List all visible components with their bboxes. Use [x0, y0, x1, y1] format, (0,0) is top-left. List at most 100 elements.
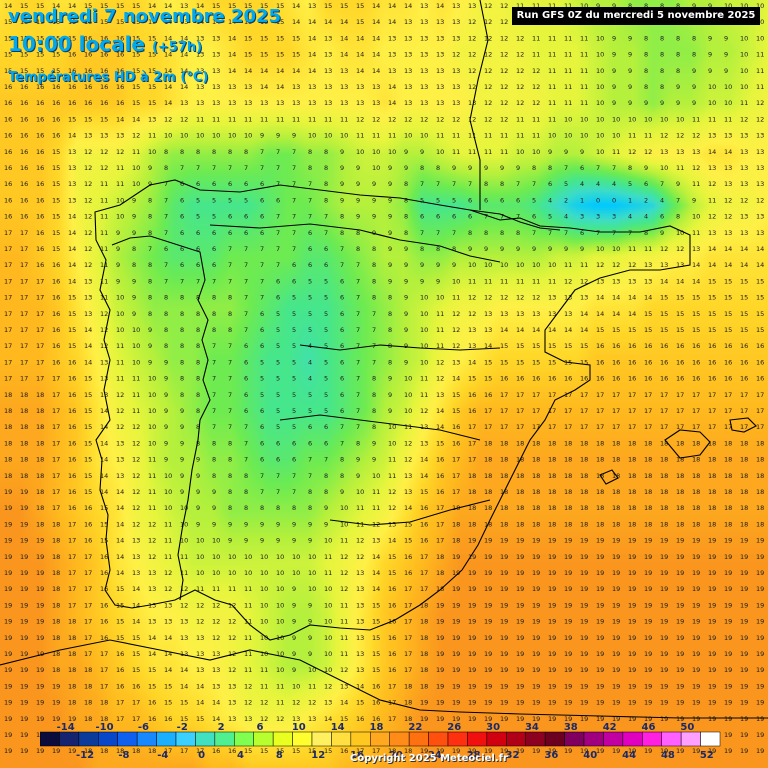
grid-value: 10: [148, 407, 156, 415]
grid-value: 11: [548, 2, 556, 10]
grid-value: 9: [132, 213, 136, 221]
grid-value: 17: [84, 569, 92, 577]
grid-value: 10: [420, 310, 428, 318]
grid-value: 12: [388, 504, 396, 512]
grid-value: 19: [612, 537, 620, 545]
grid-value: 17: [628, 423, 636, 431]
grid-value: 12: [404, 456, 412, 464]
grid-value: 18: [660, 520, 668, 528]
grid-value: 18: [548, 439, 556, 447]
grid-value: 18: [420, 666, 428, 674]
grid-value: 6: [292, 261, 296, 269]
grid-value: 13: [148, 601, 156, 609]
grid-value: 19: [724, 569, 732, 577]
grid-value: 12: [484, 67, 492, 75]
grid-value: 19: [564, 569, 572, 577]
grid-value: 18: [676, 472, 684, 480]
grid-value: 18: [548, 504, 556, 512]
grid-value: 11: [100, 196, 108, 204]
grid-value: 17: [612, 423, 620, 431]
grid-value: 13: [388, 51, 396, 59]
grid-value: 17: [516, 423, 524, 431]
grid-value: 19: [628, 699, 636, 707]
grid-value: 6: [324, 423, 328, 431]
grid-value: 10: [388, 423, 396, 431]
grid-value: 19: [452, 682, 460, 690]
grid-value: 8: [228, 488, 232, 496]
grid-value: 12: [436, 115, 444, 123]
grid-value: 19: [724, 731, 732, 739]
grid-value: 13: [340, 682, 348, 690]
grid-value: 6: [308, 439, 312, 447]
grid-value: 13: [420, 423, 428, 431]
grid-value: 12: [100, 164, 108, 172]
grid-value: 12: [372, 520, 380, 528]
scale-swatch: [331, 731, 352, 747]
grid-value: 8: [196, 294, 200, 302]
grid-value: 19: [644, 537, 652, 545]
grid-value: 19: [644, 601, 652, 609]
grid-value: 7: [516, 180, 520, 188]
grid-value: 10: [388, 439, 396, 447]
grid-value: 7: [628, 229, 632, 237]
grid-value: 6: [276, 439, 280, 447]
grid-value: 11: [692, 229, 700, 237]
grid-value: 16: [52, 342, 60, 350]
grid-value: 19: [20, 650, 28, 658]
grid-value: 13: [756, 132, 764, 140]
grid-value: 19: [516, 585, 524, 593]
grid-value: 15: [740, 310, 748, 318]
grid-value: 13: [260, 99, 268, 107]
grid-value: 11: [244, 650, 252, 658]
grid-value: 10: [340, 520, 348, 528]
grid-value: 11: [724, 115, 732, 123]
grid-value: 6: [212, 180, 216, 188]
grid-value: 16: [388, 585, 396, 593]
grid-value: 14: [372, 585, 380, 593]
grid-value: 9: [308, 634, 312, 642]
grid-value: 6: [260, 326, 264, 334]
grid-value: 19: [596, 682, 604, 690]
grid-value: 15: [52, 196, 60, 204]
scale-label-top: 22: [408, 722, 422, 733]
grid-value: 9: [196, 456, 200, 464]
grid-value: 10: [740, 67, 748, 75]
grid-value: 18: [68, 699, 76, 707]
grid-value: 13: [212, 67, 220, 75]
grid-value: 14: [84, 342, 92, 350]
grid-value: 15: [548, 358, 556, 366]
grid-value: 19: [596, 569, 604, 577]
grid-value: 12: [468, 83, 476, 91]
grid-value: 13: [420, 83, 428, 91]
grid-value: 15: [692, 310, 700, 318]
grid-value: 19: [20, 601, 28, 609]
grid-value: 18: [100, 699, 108, 707]
grid-value: 14: [164, 666, 172, 674]
grid-value: 13: [340, 67, 348, 75]
grid-value: 19: [548, 666, 556, 674]
grid-value: 13: [404, 67, 412, 75]
grid-value: 7: [452, 180, 456, 188]
grid-value: 14: [692, 261, 700, 269]
grid-value: 15: [244, 747, 252, 755]
grid-value: 17: [532, 423, 540, 431]
scale-label-bottom: -8: [118, 750, 129, 761]
grid-value: 15: [404, 537, 412, 545]
grid-value: 16: [228, 747, 236, 755]
grid-value: 15: [516, 358, 524, 366]
scale-swatch: [156, 731, 177, 747]
grid-value: 17: [68, 537, 76, 545]
grid-value: 9: [468, 164, 472, 172]
grid-value: 14: [212, 18, 220, 26]
grid-value: 19: [4, 715, 12, 723]
grid-value: 19: [4, 650, 12, 658]
grid-value: 15: [708, 310, 716, 318]
grid-value: 16: [68, 391, 76, 399]
grid-value: 15: [132, 99, 140, 107]
grid-value: 13: [436, 83, 444, 91]
scale-swatch: [525, 731, 546, 747]
grid-value: 16: [84, 537, 92, 545]
grid-value: 10: [596, 132, 604, 140]
grid-value: 19: [660, 747, 668, 755]
grid-value: 18: [4, 439, 12, 447]
